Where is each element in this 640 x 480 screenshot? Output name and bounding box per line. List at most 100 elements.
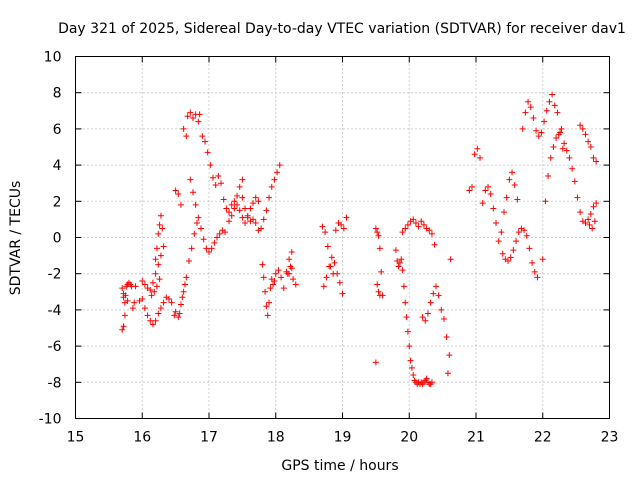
data-point xyxy=(188,245,195,252)
data-point xyxy=(426,227,433,234)
data-point xyxy=(263,303,270,310)
data-point xyxy=(410,372,417,379)
data-point xyxy=(228,201,235,208)
data-point xyxy=(153,245,160,252)
data-point xyxy=(471,151,478,158)
data-point xyxy=(124,297,131,304)
data-point xyxy=(195,214,202,221)
data-point xyxy=(147,317,154,324)
x-tick-label: 19 xyxy=(334,430,352,446)
data-point xyxy=(550,144,557,150)
data-point xyxy=(398,256,405,263)
data-point xyxy=(530,115,537,122)
data-point xyxy=(424,310,431,317)
data-point xyxy=(444,370,451,377)
data-point xyxy=(477,154,484,161)
data-point xyxy=(482,187,489,194)
data-point xyxy=(561,140,568,147)
data-point xyxy=(404,221,411,228)
data-point xyxy=(141,281,148,288)
y-tick-label: -10 xyxy=(39,412,62,428)
data-point xyxy=(430,290,437,297)
data-point xyxy=(336,279,343,286)
data-point xyxy=(466,187,473,194)
data-point xyxy=(529,259,536,266)
data-point xyxy=(551,102,558,109)
data-point xyxy=(372,359,379,366)
data-point xyxy=(412,220,419,227)
data-point xyxy=(447,256,454,263)
data-point xyxy=(266,299,273,306)
data-point xyxy=(228,212,235,219)
data-point xyxy=(579,125,586,132)
data-point xyxy=(589,225,596,232)
data-point xyxy=(514,196,521,203)
data-point xyxy=(236,207,243,214)
data-point xyxy=(266,194,273,201)
data-point xyxy=(582,131,589,138)
data-point xyxy=(574,194,581,201)
data-point xyxy=(288,248,295,255)
data-point xyxy=(208,245,215,252)
data-point xyxy=(446,352,453,359)
data-point xyxy=(420,221,427,228)
data-points xyxy=(119,91,600,388)
data-point xyxy=(200,236,207,243)
y-tick-label: -6 xyxy=(48,339,62,355)
data-point xyxy=(427,299,434,306)
y-tick-label: -8 xyxy=(48,375,62,391)
data-point xyxy=(206,248,212,255)
data-point xyxy=(122,292,129,299)
data-point xyxy=(324,243,331,250)
data-point xyxy=(152,270,159,277)
data-point xyxy=(120,323,127,330)
data-point xyxy=(271,277,278,284)
data-point xyxy=(591,218,598,225)
data-point xyxy=(566,154,573,161)
data-point xyxy=(505,258,512,265)
data-point xyxy=(207,162,214,169)
data-point xyxy=(526,245,533,252)
x-tick-label: 18 xyxy=(267,430,285,446)
data-point xyxy=(177,301,184,308)
data-point xyxy=(422,317,429,324)
data-point xyxy=(187,109,194,116)
data-point xyxy=(428,379,435,386)
data-point xyxy=(278,274,285,281)
data-point xyxy=(586,221,593,228)
data-point xyxy=(542,198,549,205)
data-point xyxy=(204,149,211,156)
data-point xyxy=(196,111,203,118)
y-tick-label: -4 xyxy=(48,303,62,319)
data-point xyxy=(129,305,136,312)
data-point xyxy=(418,218,425,225)
data-point xyxy=(515,229,522,236)
data-point xyxy=(372,225,379,232)
data-point xyxy=(339,290,346,297)
data-point xyxy=(226,218,233,225)
data-point xyxy=(239,194,246,201)
data-point xyxy=(468,183,475,190)
data-point xyxy=(151,288,158,295)
data-point xyxy=(184,113,191,120)
data-point xyxy=(569,165,576,172)
y-tick-label: -2 xyxy=(48,267,62,283)
data-point xyxy=(271,176,278,183)
data-point xyxy=(402,299,409,306)
data-point xyxy=(144,312,151,319)
data-point xyxy=(402,225,409,232)
data-point xyxy=(404,328,411,335)
data-point xyxy=(323,274,330,281)
data-point xyxy=(187,176,194,183)
data-point xyxy=(153,283,160,290)
data-point xyxy=(432,283,439,290)
data-point xyxy=(539,256,546,263)
data-point xyxy=(152,256,159,263)
data-point xyxy=(428,230,435,237)
data-point xyxy=(274,169,281,176)
data-point xyxy=(410,216,417,223)
data-point xyxy=(252,194,259,201)
x-tick-label: 17 xyxy=(200,430,218,446)
data-point xyxy=(546,98,553,105)
data-point xyxy=(506,176,513,183)
